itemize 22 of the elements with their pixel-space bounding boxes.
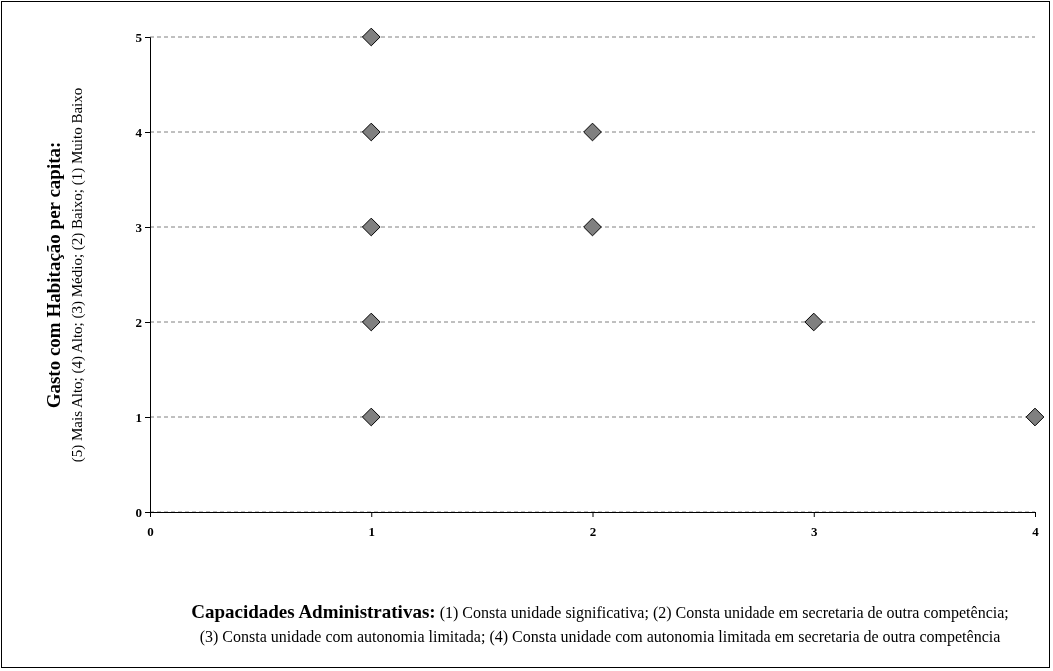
point bbox=[361, 217, 381, 237]
y-tick-label: 2 bbox=[135, 314, 142, 330]
point bbox=[361, 122, 381, 142]
point bbox=[1025, 407, 1045, 427]
x-tick-label: 4 bbox=[1032, 523, 1040, 539]
point bbox=[583, 122, 602, 142]
x-axis-title: Capacidades Administrativas: (1) Consta unidade significativa; (2) Consta unidade em secretaria de outra competência; (3) Consta unidade com autonomia limitada; (4) Consta unidade com autonomia limitada em secretaria de outra competência bbox=[191, 601, 1009, 645]
y-tick-label: 0 bbox=[135, 504, 142, 520]
x-tick-label: 3 bbox=[811, 523, 818, 539]
y-axis-title: Gasto com Habitação per capita: (5) Mais Alto; (4) Alto; (3) Médio; (2) Baixo; (1) Muito Baixo bbox=[43, 87, 86, 463]
y-tick-label: 1 bbox=[135, 409, 142, 425]
x-tick-label: 0 bbox=[147, 523, 154, 539]
x-tick-label: 2 bbox=[589, 523, 597, 539]
point bbox=[804, 312, 824, 332]
point bbox=[361, 312, 381, 332]
point bbox=[361, 407, 381, 427]
y-tick-label: 3 bbox=[135, 219, 143, 235]
y-tick-label: 5 bbox=[135, 29, 143, 45]
y-tick-label: 4 bbox=[135, 124, 143, 140]
point bbox=[361, 27, 381, 47]
point bbox=[583, 217, 602, 237]
x-tick-label: 1 bbox=[368, 523, 375, 539]
